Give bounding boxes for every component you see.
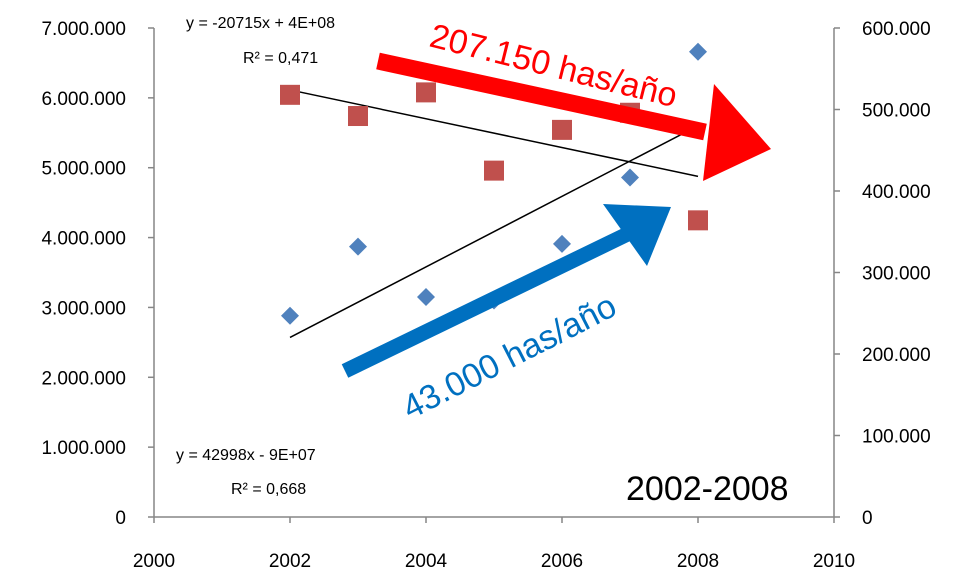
trendline-red [289, 89, 699, 178]
square-point [552, 119, 572, 140]
y-left-tick-label: 1.000.000 [41, 438, 126, 459]
diamond-point [281, 306, 299, 325]
y-left-tick-label: 3.000.000 [41, 298, 126, 319]
x-tick-label: 2000 [133, 551, 175, 572]
ticks: 2000 2002 2004 2006 2008 2010 0 1.000.000 2.000.… [41, 19, 930, 572]
y-right-tick-label: 300.000 [862, 264, 931, 285]
y-right-tick-label: 500.000 [862, 101, 931, 122]
diamond-point [417, 287, 435, 306]
red-arrow-head [703, 84, 771, 181]
diamond-point [349, 237, 367, 256]
blue-arrow-shaft [341, 221, 644, 378]
diamond-point [689, 42, 707, 61]
square-point [484, 160, 504, 181]
y-right-tick-label: 100.000 [862, 427, 931, 448]
x-tick-label: 2002 [269, 551, 311, 572]
y-right-tick-label: 200.000 [862, 345, 931, 366]
square-point [280, 84, 300, 105]
diamond-point [621, 168, 639, 187]
y-left-tick-label: 5.000.000 [41, 159, 126, 180]
x-tick-label: 2006 [541, 551, 583, 572]
square-point [688, 210, 708, 231]
red-arrow-shaft [376, 52, 707, 141]
red-arrow: 207.150 has/año [376, 17, 771, 181]
y-left-tick-label: 7.000.000 [41, 19, 126, 40]
blue-arrow-head [603, 204, 671, 266]
x-tick-label: 2004 [405, 551, 448, 572]
blue-arrow: 43.000 has/año [341, 204, 671, 427]
y-left-tick-label: 6.000.000 [41, 89, 126, 110]
y-right-tick-label: 600.000 [862, 19, 931, 40]
y-right-tick-label: 0 [862, 508, 873, 529]
trendlines [289, 89, 699, 339]
period-label: 2002-2008 [626, 470, 789, 508]
blue-trend-equation: y = 42998x - 9E+07 [176, 447, 316, 464]
square-point [416, 82, 436, 103]
red-trend-r2: R² = 0,471 [243, 50, 318, 67]
trendline-blue [289, 125, 699, 339]
x-tick-label: 2008 [677, 551, 719, 572]
diamond-point [553, 234, 571, 253]
y-left-tick-label: 0 [115, 508, 126, 529]
blue-trend-r2: R² = 0,668 [231, 481, 306, 498]
y-left-tick-label: 2.000.000 [41, 368, 126, 389]
red-trend-equation: y = -20715x + 4E+08 [186, 15, 335, 32]
square-point [348, 106, 368, 127]
x-tick-label: 2010 [813, 551, 855, 572]
axes [153, 28, 835, 518]
y-right-tick-label: 400.000 [862, 182, 931, 203]
blue-arrow-label: 43.000 has/año [396, 287, 622, 427]
y-left-tick-label: 4.000.000 [41, 229, 126, 250]
